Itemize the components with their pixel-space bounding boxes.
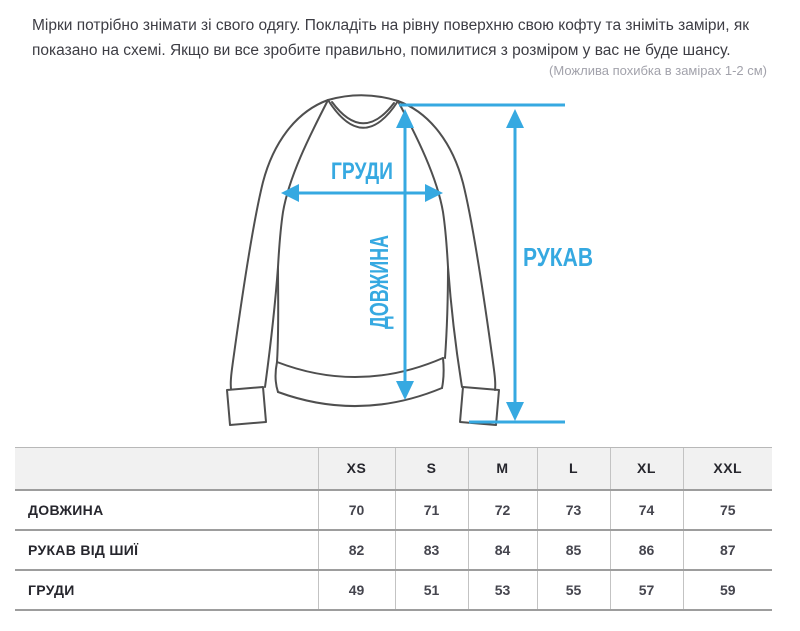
size-value-cell: 55 xyxy=(536,569,610,611)
size-value-cell: 72 xyxy=(467,489,537,531)
chest-label: ГРУДИ xyxy=(331,158,393,185)
right-sleeve-inner xyxy=(447,266,463,388)
row-label: РУКАВ ВІД ШИЇ xyxy=(15,529,318,571)
size-value-cell: 57 xyxy=(609,569,683,611)
size-table-header-row: XS S M L XL XXL xyxy=(15,447,772,491)
chest-arrowhead-left xyxy=(281,184,299,202)
waistband-left-edge xyxy=(274,361,279,393)
size-value-cell: 74 xyxy=(609,489,683,531)
right-sleeve-outer xyxy=(397,100,497,391)
left-sleeve-outer xyxy=(229,99,329,390)
size-value-cell: 53 xyxy=(467,569,537,611)
waistband-right-edge xyxy=(441,357,445,389)
size-value-cell: 59 xyxy=(682,569,772,611)
table-row-sleeve: РУКАВ ВІД ШИЇ 82 83 84 85 86 87 xyxy=(15,529,772,571)
size-value-cell: 82 xyxy=(317,529,395,571)
sleeve-label: РУКАВ xyxy=(523,242,593,272)
waistband-bottom xyxy=(277,387,443,407)
column-header-l: L xyxy=(536,447,610,491)
column-header-xxl: XXL xyxy=(682,447,772,491)
left-raglan-seam xyxy=(277,101,328,268)
hem-overhang xyxy=(276,357,444,378)
length-arrowhead-bottom xyxy=(396,381,414,400)
size-value-cell: 75 xyxy=(682,489,772,531)
size-value-cell: 83 xyxy=(394,529,468,571)
size-value-cell: 85 xyxy=(536,529,610,571)
sweatshirt-outline xyxy=(226,94,500,426)
intro-text: Мірки потрібно знімати зі свого одягу. П… xyxy=(32,17,749,59)
row-label: ДОВЖИНА xyxy=(15,489,318,531)
length-arrowhead-top xyxy=(396,109,414,128)
table-corner-cell xyxy=(15,447,318,491)
size-value-cell: 84 xyxy=(467,529,537,571)
right-cuff xyxy=(459,386,500,426)
column-header-m: M xyxy=(467,447,537,491)
column-header-xl: XL xyxy=(609,447,683,491)
size-value-cell: 51 xyxy=(394,569,468,611)
column-header-s: S xyxy=(394,447,468,491)
column-header-xs: XS xyxy=(317,447,395,491)
size-value-cell: 49 xyxy=(317,569,395,611)
size-value-cell: 87 xyxy=(682,529,772,571)
body-right-edge xyxy=(444,266,449,359)
sweatshirt-diagram-svg: ГРУДИ ДОВЖИНА РУКАВ xyxy=(226,94,593,426)
row-label: ГРУДИ xyxy=(15,569,318,611)
collar-outer-band xyxy=(327,99,399,129)
size-value-cell: 71 xyxy=(394,489,468,531)
right-raglan-seam xyxy=(398,102,449,268)
table-row-length: ДОВЖИНА 70 71 72 73 74 75 xyxy=(15,489,772,531)
size-value-cell: 86 xyxy=(609,529,683,571)
table-row-chest: ГРУДИ 49 51 53 55 57 59 xyxy=(15,569,772,611)
size-value-cell: 70 xyxy=(317,489,395,531)
sleeve-arrowhead-bottom xyxy=(506,402,524,421)
tolerance-note: (Можлива похибка в замірах 1-2 см) xyxy=(549,63,767,78)
measurement-arrows xyxy=(281,103,565,424)
length-label: ДОВЖИНА xyxy=(364,235,394,329)
collar-top-edge xyxy=(327,94,399,102)
left-sleeve-inner xyxy=(264,266,279,388)
size-value-cell: 73 xyxy=(536,489,610,531)
sleeve-arrowhead-top xyxy=(506,109,524,128)
measurement-diagram: ГРУДИ ДОВЖИНА РУКАВ xyxy=(185,82,605,430)
chest-arrowhead-right xyxy=(425,184,443,202)
collar-inner-band xyxy=(331,101,395,125)
size-table: XS S M L XL XXL ДОВЖИНА 70 71 72 73 74 7… xyxy=(15,447,772,611)
left-cuff xyxy=(226,386,267,426)
